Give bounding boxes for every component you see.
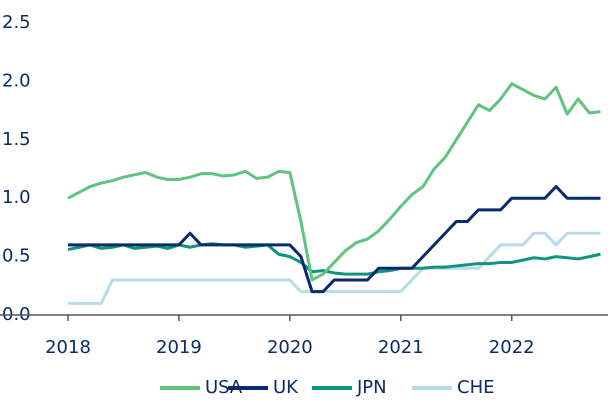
y-tick-label: 1.5 <box>2 129 31 150</box>
x-tick-label: 2022 <box>489 337 535 358</box>
y-tick-label: 2.0 <box>2 70 31 91</box>
series-line <box>67 242 601 276</box>
x-tick-label: 2020 <box>267 337 313 358</box>
series-line <box>67 82 601 282</box>
x-tick-label: 2018 <box>45 337 91 358</box>
x-tick-label: 2021 <box>378 337 424 358</box>
legend-label: UK <box>273 377 299 398</box>
legend-label: CHE <box>457 377 494 398</box>
legend-label: JPN <box>356 377 387 398</box>
x-tick-label: 2019 <box>156 337 202 358</box>
y-tick-label: 1.0 <box>2 187 31 208</box>
legend-label: USA <box>205 377 243 398</box>
series-line <box>68 185 601 294</box>
y-tick-label: 0.5 <box>2 246 31 267</box>
series-line <box>68 231 601 305</box>
y-tick-label: 2.5 <box>2 12 31 33</box>
